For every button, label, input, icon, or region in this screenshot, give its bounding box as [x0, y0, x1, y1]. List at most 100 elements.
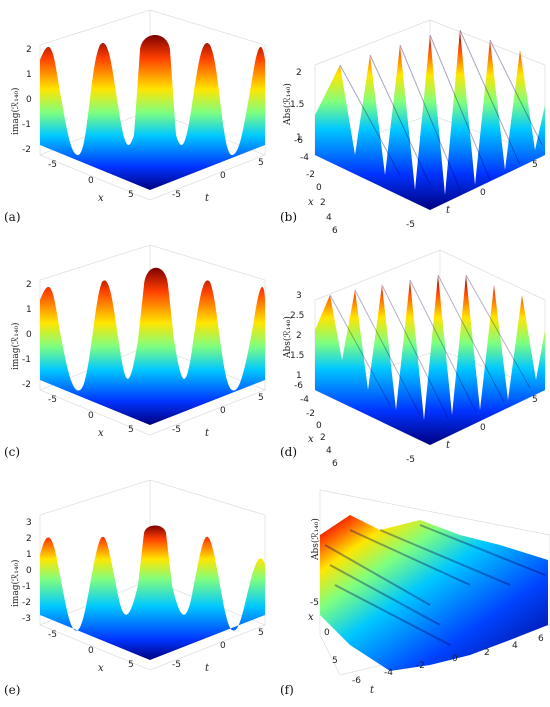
x-tick: 0: [88, 176, 94, 186]
x-axis-label-e: x: [98, 663, 104, 674]
t-ticks-a: -5 0 5: [172, 158, 264, 200]
t-ticks-c: -5 0 5: [172, 393, 264, 435]
surface-plot-e: 3 2 1 0 -1 -2 -3 imag(ℛ₁₄₀) -5 0 5 x -5 …: [10, 479, 266, 674]
surface-plot-a: 2 1 0 -1 -2 imag(ℛ₁₄₀) -5 0 5 x -5 0 5 t: [10, 9, 266, 204]
z-tick: 1: [26, 70, 32, 80]
surface-plot-b: 2 1.5 1 Abs(ℛ₁₄₀) -6 -4 -2 0 2 4 6 x -5 …: [282, 19, 546, 235]
z-tick: 0: [26, 566, 32, 576]
x-axis-label-f: x: [308, 612, 314, 623]
surface-d: [315, 275, 545, 445]
surface-f: [320, 515, 548, 671]
t-axis-label-f: t: [370, 685, 375, 696]
z-axis-label-b: Abs(ℛ₁₄₀): [282, 83, 293, 126]
x-ticks-e: -5 0 5: [48, 630, 134, 670]
z-tick: 1: [296, 371, 302, 381]
z-tick: -1: [22, 355, 31, 365]
t-axis-label-a: t: [205, 193, 210, 204]
t-tick: 0: [220, 171, 226, 181]
t-tick: 0: [220, 641, 226, 651]
surface-plot-f: Abs(ℛ₁₄₀) -5 0 5 x -6 -4 -2 0 2 4 6 t: [308, 489, 550, 696]
ridge-lines: [329, 274, 531, 419]
x-axis-label-d: x: [308, 434, 314, 445]
surface-e: [40, 525, 265, 660]
x-tick: -2: [306, 170, 315, 180]
t-tick: 5: [258, 393, 264, 403]
z-tick: 1: [26, 305, 32, 315]
z-ticks-c: 2 1 0 -1 -2: [22, 280, 32, 390]
t-axis-label-d: t: [446, 440, 451, 451]
x-tick: 0: [88, 411, 94, 421]
z-ticks-a: 2 1 0 -1 -2: [22, 45, 32, 155]
t-tick: 0: [480, 423, 486, 433]
x-ticks-a: -5 0 5: [48, 160, 134, 200]
x-tick: 5: [332, 656, 338, 666]
x-ticks-d: -6 -4 -2 0 2 4 6: [294, 381, 338, 469]
t-tick: 2: [484, 648, 490, 658]
t-tick: 0: [480, 188, 486, 198]
z-tick: 1: [296, 133, 302, 143]
t-tick: 5: [258, 628, 264, 638]
z-axis-label-c: imag(ℛ₁₄₀): [10, 322, 21, 370]
x-tick: 2: [320, 198, 326, 208]
z-tick: 2: [26, 280, 32, 290]
z-tick: 2: [26, 534, 32, 544]
ridge-lines: [324, 524, 546, 646]
x-tick: 2: [320, 433, 326, 443]
x-tick: 5: [128, 425, 134, 435]
surface-b: [315, 30, 545, 210]
t-tick: -6: [352, 676, 361, 686]
x-axis-label-a: x: [98, 193, 104, 204]
panel-label-c: (c): [4, 445, 21, 459]
z-tick: -3: [22, 614, 31, 624]
surface-plot-c: 2 1 0 -1 -2 imag(ℛ₁₄₀) -5 0 5 x -5 0 5 t: [10, 244, 266, 439]
z-ticks-e: 3 2 1 0 -1 -2 -3: [22, 518, 32, 624]
panel-label-b: (b): [280, 210, 298, 224]
x-tick: -5: [310, 598, 319, 608]
t-tick: 5: [532, 160, 538, 170]
t-ticks-e: -5 0 5: [172, 628, 264, 670]
z-axis-label-f: Abs(ℛ₁₄₀): [310, 518, 321, 561]
ridge-lines: [339, 29, 543, 191]
x-tick: 4: [326, 446, 332, 456]
z-axis-label-a: imag(ℛ₁₄₀): [10, 87, 21, 135]
panel-b: 2 1.5 1 Abs(ℛ₁₄₀) -6 -4 -2 0 2 4 6 x -5 …: [280, 5, 550, 235]
panel-d: 3 2.5 2 1.5 1 Abs(ℛ₁₄₀) -6 -4 -2 0 2 4 6…: [280, 240, 550, 470]
t-tick: 6: [538, 634, 544, 644]
z-tick: 2.5: [290, 311, 304, 321]
x-tick: -5: [48, 395, 57, 405]
t-tick: -5: [172, 190, 181, 200]
panel-f: Abs(ℛ₁₄₀) -5 0 5 x -6 -4 -2 0 2 4 6 t (f…: [280, 475, 550, 705]
t-tick: -5: [172, 660, 181, 670]
x-tick: 0: [316, 183, 322, 193]
surface-plot-d: 3 2.5 2 1.5 1 Abs(ℛ₁₄₀) -6 -4 -2 0 2 4 6…: [282, 249, 546, 469]
x-ticks-f: -5 0 5: [310, 598, 338, 666]
z-tick: -2: [22, 598, 31, 608]
z-tick: 1.5: [290, 351, 304, 361]
x-tick: -6: [294, 136, 303, 146]
panel-a: 2 1 0 -1 -2 imag(ℛ₁₄₀) -5 0 5 x -5 0 5 t…: [0, 5, 270, 235]
panel-e: 3 2 1 0 -1 -2 -3 imag(ℛ₁₄₀) -5 0 5 x -5 …: [0, 475, 270, 705]
x-tick: 6: [332, 226, 338, 235]
z-axis-label-e: imag(ℛ₁₄₀): [10, 559, 21, 607]
z-tick: -1: [22, 582, 31, 592]
z-tick: 2: [296, 331, 302, 341]
x-tick: 5: [128, 190, 134, 200]
x-tick: -4: [300, 395, 309, 405]
t-tick: -2: [416, 661, 425, 671]
z-tick: 2: [26, 45, 32, 55]
t-tick: 0: [220, 406, 226, 416]
z-tick: 2: [296, 68, 302, 78]
t-ticks-d: -5 0 5: [406, 395, 538, 465]
z-tick: 0: [26, 330, 32, 340]
z-tick: 1: [26, 550, 32, 560]
x-tick: 0: [316, 421, 322, 431]
t-ticks-b: -5 0 5: [406, 160, 538, 230]
t-axis-label-c: t: [205, 428, 210, 439]
x-tick: 5: [128, 660, 134, 670]
z-tick: 0: [26, 95, 32, 105]
z-tick: -2: [22, 145, 31, 155]
panel-label-e: (e): [4, 683, 21, 697]
t-tick: 4: [512, 641, 518, 651]
x-ticks-c: -5 0 5: [48, 395, 134, 435]
t-tick: -5: [172, 425, 181, 435]
